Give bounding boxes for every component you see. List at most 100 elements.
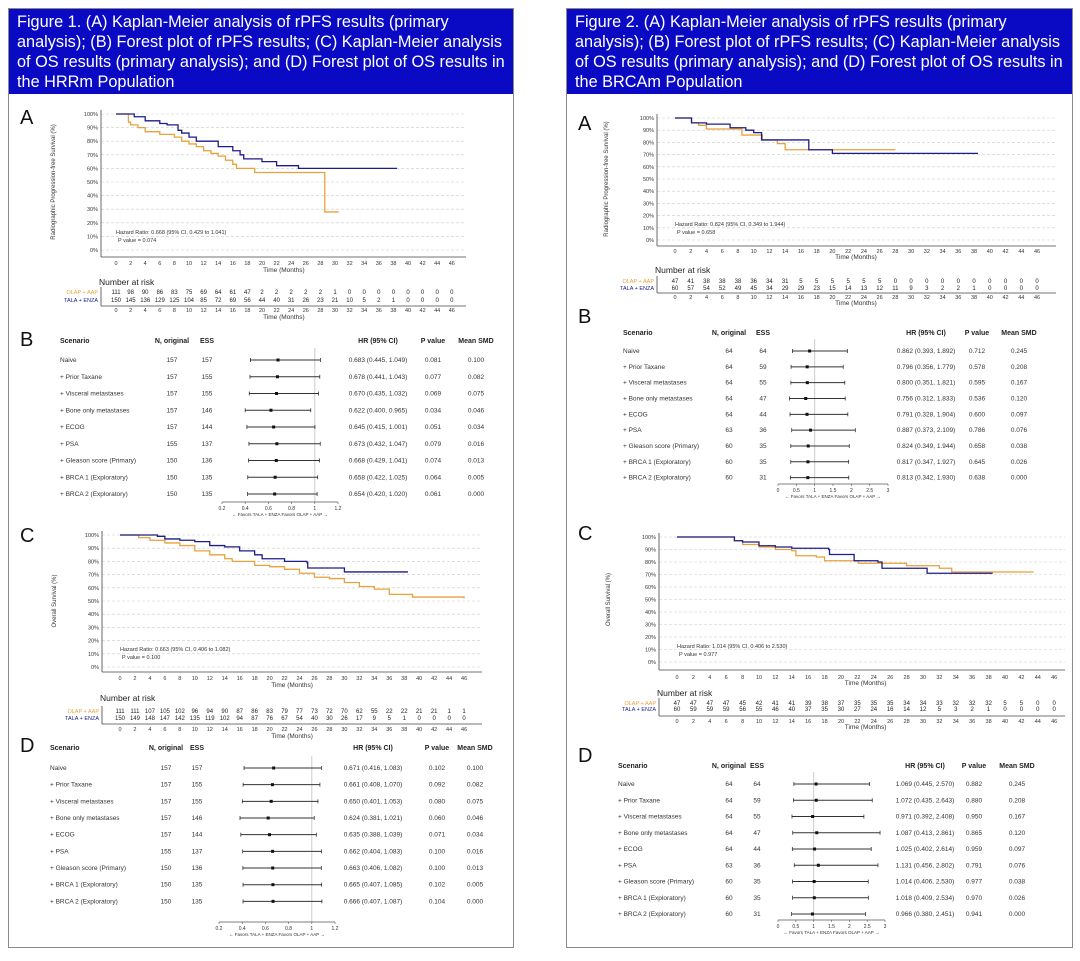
x-tick-label: 36	[386, 676, 392, 682]
risk-count: 0	[436, 298, 440, 304]
risk-count: 0	[377, 290, 381, 296]
p-value-text: P value = 0.977	[679, 652, 717, 658]
p-value: 0.645	[969, 459, 986, 466]
risk-count: 75	[186, 290, 193, 296]
risk-x-tick-label: 34	[940, 295, 946, 301]
risk-row-label: OLAP + AAP	[622, 279, 654, 285]
risk-count: 9	[373, 716, 377, 722]
ess: 135	[192, 882, 203, 889]
mean-smd: 0.075	[468, 391, 485, 398]
ess: 157	[192, 765, 203, 772]
forest-plot-fig2-b: B Scenario N, original ESS HR (95% CI) P valu…	[578, 306, 1037, 499]
risk-count: 119	[205, 716, 215, 722]
x-tick-label: 26	[887, 675, 893, 681]
risk-count: 60	[674, 707, 681, 713]
hr-point	[274, 459, 278, 462]
p-value: 0.061	[425, 491, 442, 498]
mean-smd: 0.026	[1011, 459, 1028, 466]
risk-count: 2	[971, 707, 975, 713]
x-tick-label: 32	[356, 676, 362, 682]
x-tick-label: 6	[721, 249, 724, 255]
risk-count: 22	[401, 709, 408, 715]
risk-count: 3	[954, 707, 958, 713]
risk-count: 38	[703, 279, 710, 285]
mean-smd: 0.076	[1009, 862, 1026, 869]
column-header-mean-smd: Mean SMD	[1001, 330, 1036, 337]
x-tick-label: 18	[252, 676, 258, 682]
risk-count: 37	[838, 701, 845, 707]
n-original: 64	[725, 364, 733, 371]
risk-x-tick-label: 16	[237, 727, 243, 733]
scenario-label: + PSA	[50, 848, 69, 855]
risk-count: 24	[870, 707, 877, 713]
risk-count: 69	[229, 298, 236, 304]
p-value: 0.959	[966, 846, 983, 853]
x-tick-label: 22	[274, 261, 280, 267]
scenario-label: Naive	[623, 348, 640, 355]
y-tick-label: 50%	[643, 177, 654, 183]
risk-count: 125	[169, 298, 180, 304]
x-tick-label: 26	[877, 249, 883, 255]
n-original: 150	[167, 491, 178, 498]
risk-count: 29	[782, 286, 789, 292]
risk-count: 150	[111, 298, 122, 304]
hr-point	[275, 375, 279, 379]
hr-ci-text: 1.025 (0.402, 2.614)	[896, 846, 955, 853]
risk-row-label: TALA + ENZA	[622, 707, 656, 713]
p-value: 0.051	[425, 424, 442, 431]
column-header-hr: HR (95% CI)	[353, 745, 393, 752]
x-tick-label: 4	[705, 249, 708, 255]
n-original: 157	[161, 782, 172, 789]
x-axis-label: Time (Months)	[845, 680, 887, 687]
ess: 137	[202, 441, 213, 448]
p-value: 0.882	[966, 781, 983, 788]
risk-count: 102	[220, 716, 231, 722]
x-tick-label: 44	[1018, 249, 1024, 255]
risk-count: 12	[920, 707, 927, 713]
x-tick-label: 1.2	[332, 926, 339, 932]
risk-count: 12	[876, 286, 883, 292]
x-tick-label: 3	[887, 488, 890, 494]
mean-smd: 0.082	[468, 374, 485, 381]
risk-x-tick-label: 36	[969, 719, 975, 725]
column-header-hr: HR (95% CI)	[358, 338, 398, 345]
x-tick-label: 0	[118, 676, 121, 682]
x-tick-label: 0.4	[239, 926, 246, 932]
y-axis-label: Radiographic Progression-free Survival (…	[604, 121, 610, 236]
forest-row: + Gleason score (Primary) 60 35 0.824 (0.34…	[623, 443, 1028, 450]
risk-count: 149	[130, 716, 141, 722]
n-original: 64	[725, 781, 733, 788]
risk-x-tick-label: 18	[822, 719, 828, 725]
risk-count: 87	[236, 709, 243, 715]
risk-count: 0	[406, 290, 410, 296]
n-original: 150	[167, 458, 178, 465]
risk-table-title: Number at risk	[99, 277, 155, 287]
risk-count: 0	[1004, 286, 1008, 292]
mean-smd: 0.000	[468, 491, 485, 498]
risk-x-tick-label: 32	[936, 719, 942, 725]
risk-count: 0	[406, 298, 410, 304]
risk-count: 1	[403, 716, 407, 722]
x-tick-label: 1.2	[335, 506, 342, 512]
x-tick-label: 46	[1034, 249, 1040, 255]
risk-x-tick-label: 4	[705, 295, 708, 301]
risk-count: 96	[191, 709, 198, 715]
risk-count: 22	[386, 709, 393, 715]
x-tick-label: 2	[133, 676, 136, 682]
hr-ci-text: 0.817 (0.347, 1.927)	[897, 459, 956, 466]
p-value: 0.791	[966, 862, 983, 869]
y-tick-label: 80%	[645, 560, 656, 566]
scenario-label: + Gleason score (Primary)	[60, 458, 136, 465]
scenario-label: + Prior Taxane	[618, 797, 660, 804]
ess: 137	[192, 848, 203, 855]
hr-point	[273, 475, 277, 479]
risk-count: 0	[1020, 286, 1024, 292]
n-original: 64	[725, 814, 733, 821]
p-value: 0.080	[429, 798, 446, 805]
risk-table-title: Number at risk	[657, 688, 713, 698]
n-original: 157	[161, 815, 172, 822]
risk-x-tick-label: 44	[1018, 295, 1024, 301]
forest-row: + Prior Taxane 64 59 0.796 (0.356, 1.779) 0.…	[623, 364, 1028, 371]
y-axis-label: Overall Survival (%)	[606, 573, 612, 626]
scenario-label: + PSA	[623, 427, 642, 434]
